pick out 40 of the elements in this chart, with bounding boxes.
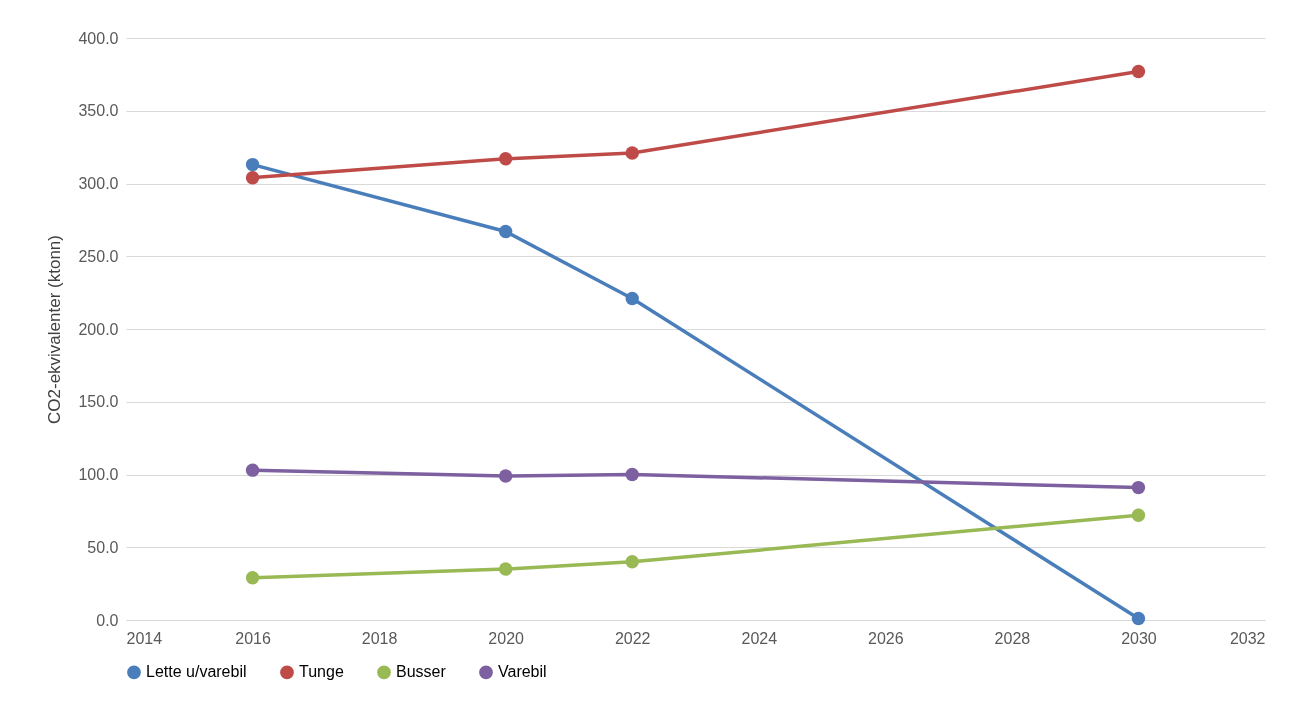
- point: [498, 469, 513, 483]
- point: [625, 291, 639, 306]
- point: [625, 555, 639, 569]
- x-tick-label: 2022: [614, 629, 651, 647]
- y-tick-label: 350.0: [78, 102, 119, 120]
- point: [245, 463, 260, 477]
- point: [245, 571, 260, 585]
- x-tick-label: 2018: [361, 629, 398, 647]
- x-tick-label: 2026: [868, 629, 904, 647]
- point: [1131, 611, 1146, 626]
- y-tick-label: 250.0: [78, 247, 119, 265]
- y-tick-label: 200.0: [78, 320, 119, 338]
- y-axis-title: CO2-ekvivalenter (ktonn): [45, 235, 65, 424]
- point: [1131, 480, 1146, 495]
- point: [498, 562, 513, 576]
- y-tick-label: 300.0: [78, 175, 119, 192]
- point: [625, 467, 639, 482]
- x-tick-label: 2028: [994, 629, 1031, 647]
- x-tick-label: 2024: [741, 629, 778, 647]
- legend-label: Lette u/varebil: [146, 663, 247, 681]
- legend-label: Busser: [396, 663, 447, 681]
- point: [245, 170, 260, 185]
- legend-label: Varebil: [498, 663, 547, 681]
- y-tick-label: 50.0: [87, 538, 119, 556]
- x-tick-label: 2020: [488, 629, 525, 647]
- x-tick-label: 2030: [1121, 629, 1157, 647]
- x-tick-label: 2032: [1229, 629, 1266, 647]
- point: [245, 157, 260, 172]
- y-tick-label: 400.0: [78, 29, 119, 47]
- y-tick-label: 100.0: [78, 466, 119, 483]
- x-tick-label: 2014: [126, 629, 163, 647]
- point: [625, 146, 639, 160]
- point: [1131, 64, 1146, 79]
- y-tick-label: 0.0: [96, 611, 119, 629]
- point: [498, 224, 513, 239]
- x-tick-label: 2016: [235, 629, 271, 647]
- point: [498, 152, 513, 166]
- point: [1131, 508, 1146, 522]
- legend-label: Tunge: [299, 663, 344, 681]
- y-tick-label: 150.0: [78, 393, 119, 411]
